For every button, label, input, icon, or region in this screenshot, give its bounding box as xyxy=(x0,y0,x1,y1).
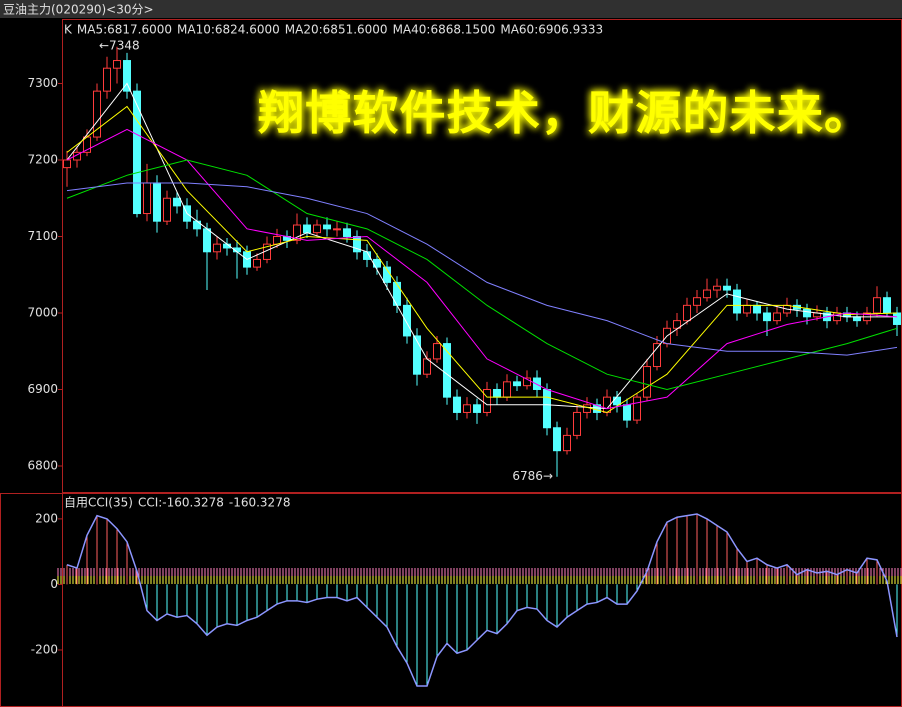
ma-line xyxy=(66,82,897,410)
candle-body xyxy=(113,60,121,69)
axis-box xyxy=(0,493,63,707)
candle-body xyxy=(303,224,311,234)
candle-body xyxy=(133,90,141,215)
ma-line xyxy=(66,105,898,413)
candle-body xyxy=(493,388,501,398)
y-tick-label: 6800 xyxy=(27,458,58,472)
candle-body xyxy=(753,304,761,314)
candle-body xyxy=(773,312,781,322)
legend-label: MA60:6906.9333 xyxy=(500,23,603,37)
y-tick-label: 0 xyxy=(50,577,58,591)
candle-body xyxy=(353,235,361,253)
candle-body xyxy=(453,396,461,413)
candle-body xyxy=(643,366,651,398)
ma-line xyxy=(66,128,898,410)
title-bar xyxy=(0,0,902,18)
candle-body xyxy=(873,297,881,314)
candle-body xyxy=(683,304,691,322)
candle-body xyxy=(583,404,591,413)
y-tick-label: -200 xyxy=(31,642,58,656)
legend-label: K xyxy=(64,23,73,37)
candle-body xyxy=(523,377,531,387)
candle-body xyxy=(343,228,351,237)
candle-body xyxy=(893,312,901,325)
candle-body xyxy=(503,381,511,398)
candle-body xyxy=(653,343,661,368)
ma-line xyxy=(66,182,898,356)
legend-label: MA10:6824.6000 xyxy=(177,23,280,37)
candle-body xyxy=(543,388,551,429)
legend-label: CCI:-160.3278 xyxy=(138,496,224,510)
candle-body xyxy=(433,343,441,360)
ma-line xyxy=(66,159,898,391)
legend-label: MA40:6868.1500 xyxy=(393,23,496,37)
candle-body xyxy=(293,224,301,241)
candle-body xyxy=(513,381,521,387)
y-tick-label: 7100 xyxy=(27,229,58,243)
candle-body xyxy=(623,404,631,421)
candle-body xyxy=(173,197,181,207)
candle-body xyxy=(93,90,101,138)
legend-label: MA20:6851.6000 xyxy=(285,23,388,37)
candle-body xyxy=(723,285,731,291)
candle-body xyxy=(473,404,481,413)
candle-body xyxy=(323,224,331,230)
annotation: 6786→ xyxy=(512,469,553,483)
candle-body xyxy=(733,289,741,314)
candle-body xyxy=(563,434,571,452)
candle-body xyxy=(633,396,641,421)
candle-body xyxy=(213,243,221,253)
candle-body xyxy=(693,297,701,306)
candle-body xyxy=(703,289,711,299)
y-tick-label: 200 xyxy=(35,511,58,525)
candle-body xyxy=(463,404,471,413)
candle-body xyxy=(603,396,611,413)
y-tick-label: 7200 xyxy=(27,152,58,166)
candle-body xyxy=(613,396,621,406)
candle-body xyxy=(123,60,131,92)
candle-body xyxy=(443,343,451,398)
legend-label: MA5:6817.6000 xyxy=(77,23,172,37)
candle-body xyxy=(713,285,721,291)
cci-panel xyxy=(62,493,902,707)
candle-body xyxy=(193,220,201,230)
candle-body xyxy=(153,182,161,222)
cci-line xyxy=(66,513,898,687)
candle-body xyxy=(763,312,771,322)
candle-body xyxy=(883,297,891,314)
candle-body xyxy=(553,427,561,452)
candle-body xyxy=(203,228,211,253)
legend-label: -160.3278 xyxy=(229,496,291,510)
banner: 翔博软件技术，财源的未来。 xyxy=(258,86,870,140)
candle-body xyxy=(413,335,421,375)
y-tick-label: 6900 xyxy=(27,382,58,396)
candle-body xyxy=(333,228,341,231)
candle-body xyxy=(103,67,111,92)
y-tick-label: 7000 xyxy=(27,305,58,319)
legend-label: 自用CCI(35) xyxy=(64,496,133,510)
candle-body xyxy=(853,316,861,322)
candle-body xyxy=(743,304,751,314)
candle-body xyxy=(673,320,681,329)
window-title: 豆油主力(020290)<30分> xyxy=(3,3,154,17)
candle-body xyxy=(273,235,281,245)
candle-body xyxy=(803,308,811,318)
candle-body xyxy=(533,377,541,390)
zero-band xyxy=(56,568,902,584)
candle-body xyxy=(63,159,71,169)
annotation: ←7348 xyxy=(99,38,140,52)
candle-body xyxy=(253,258,261,268)
candle-body xyxy=(163,197,171,222)
y-tick-label: 7300 xyxy=(27,76,58,90)
candle-body xyxy=(403,304,411,337)
candle-body xyxy=(573,411,581,436)
candle-body xyxy=(313,224,321,234)
candle-body xyxy=(143,182,151,215)
candle-body xyxy=(483,388,491,413)
